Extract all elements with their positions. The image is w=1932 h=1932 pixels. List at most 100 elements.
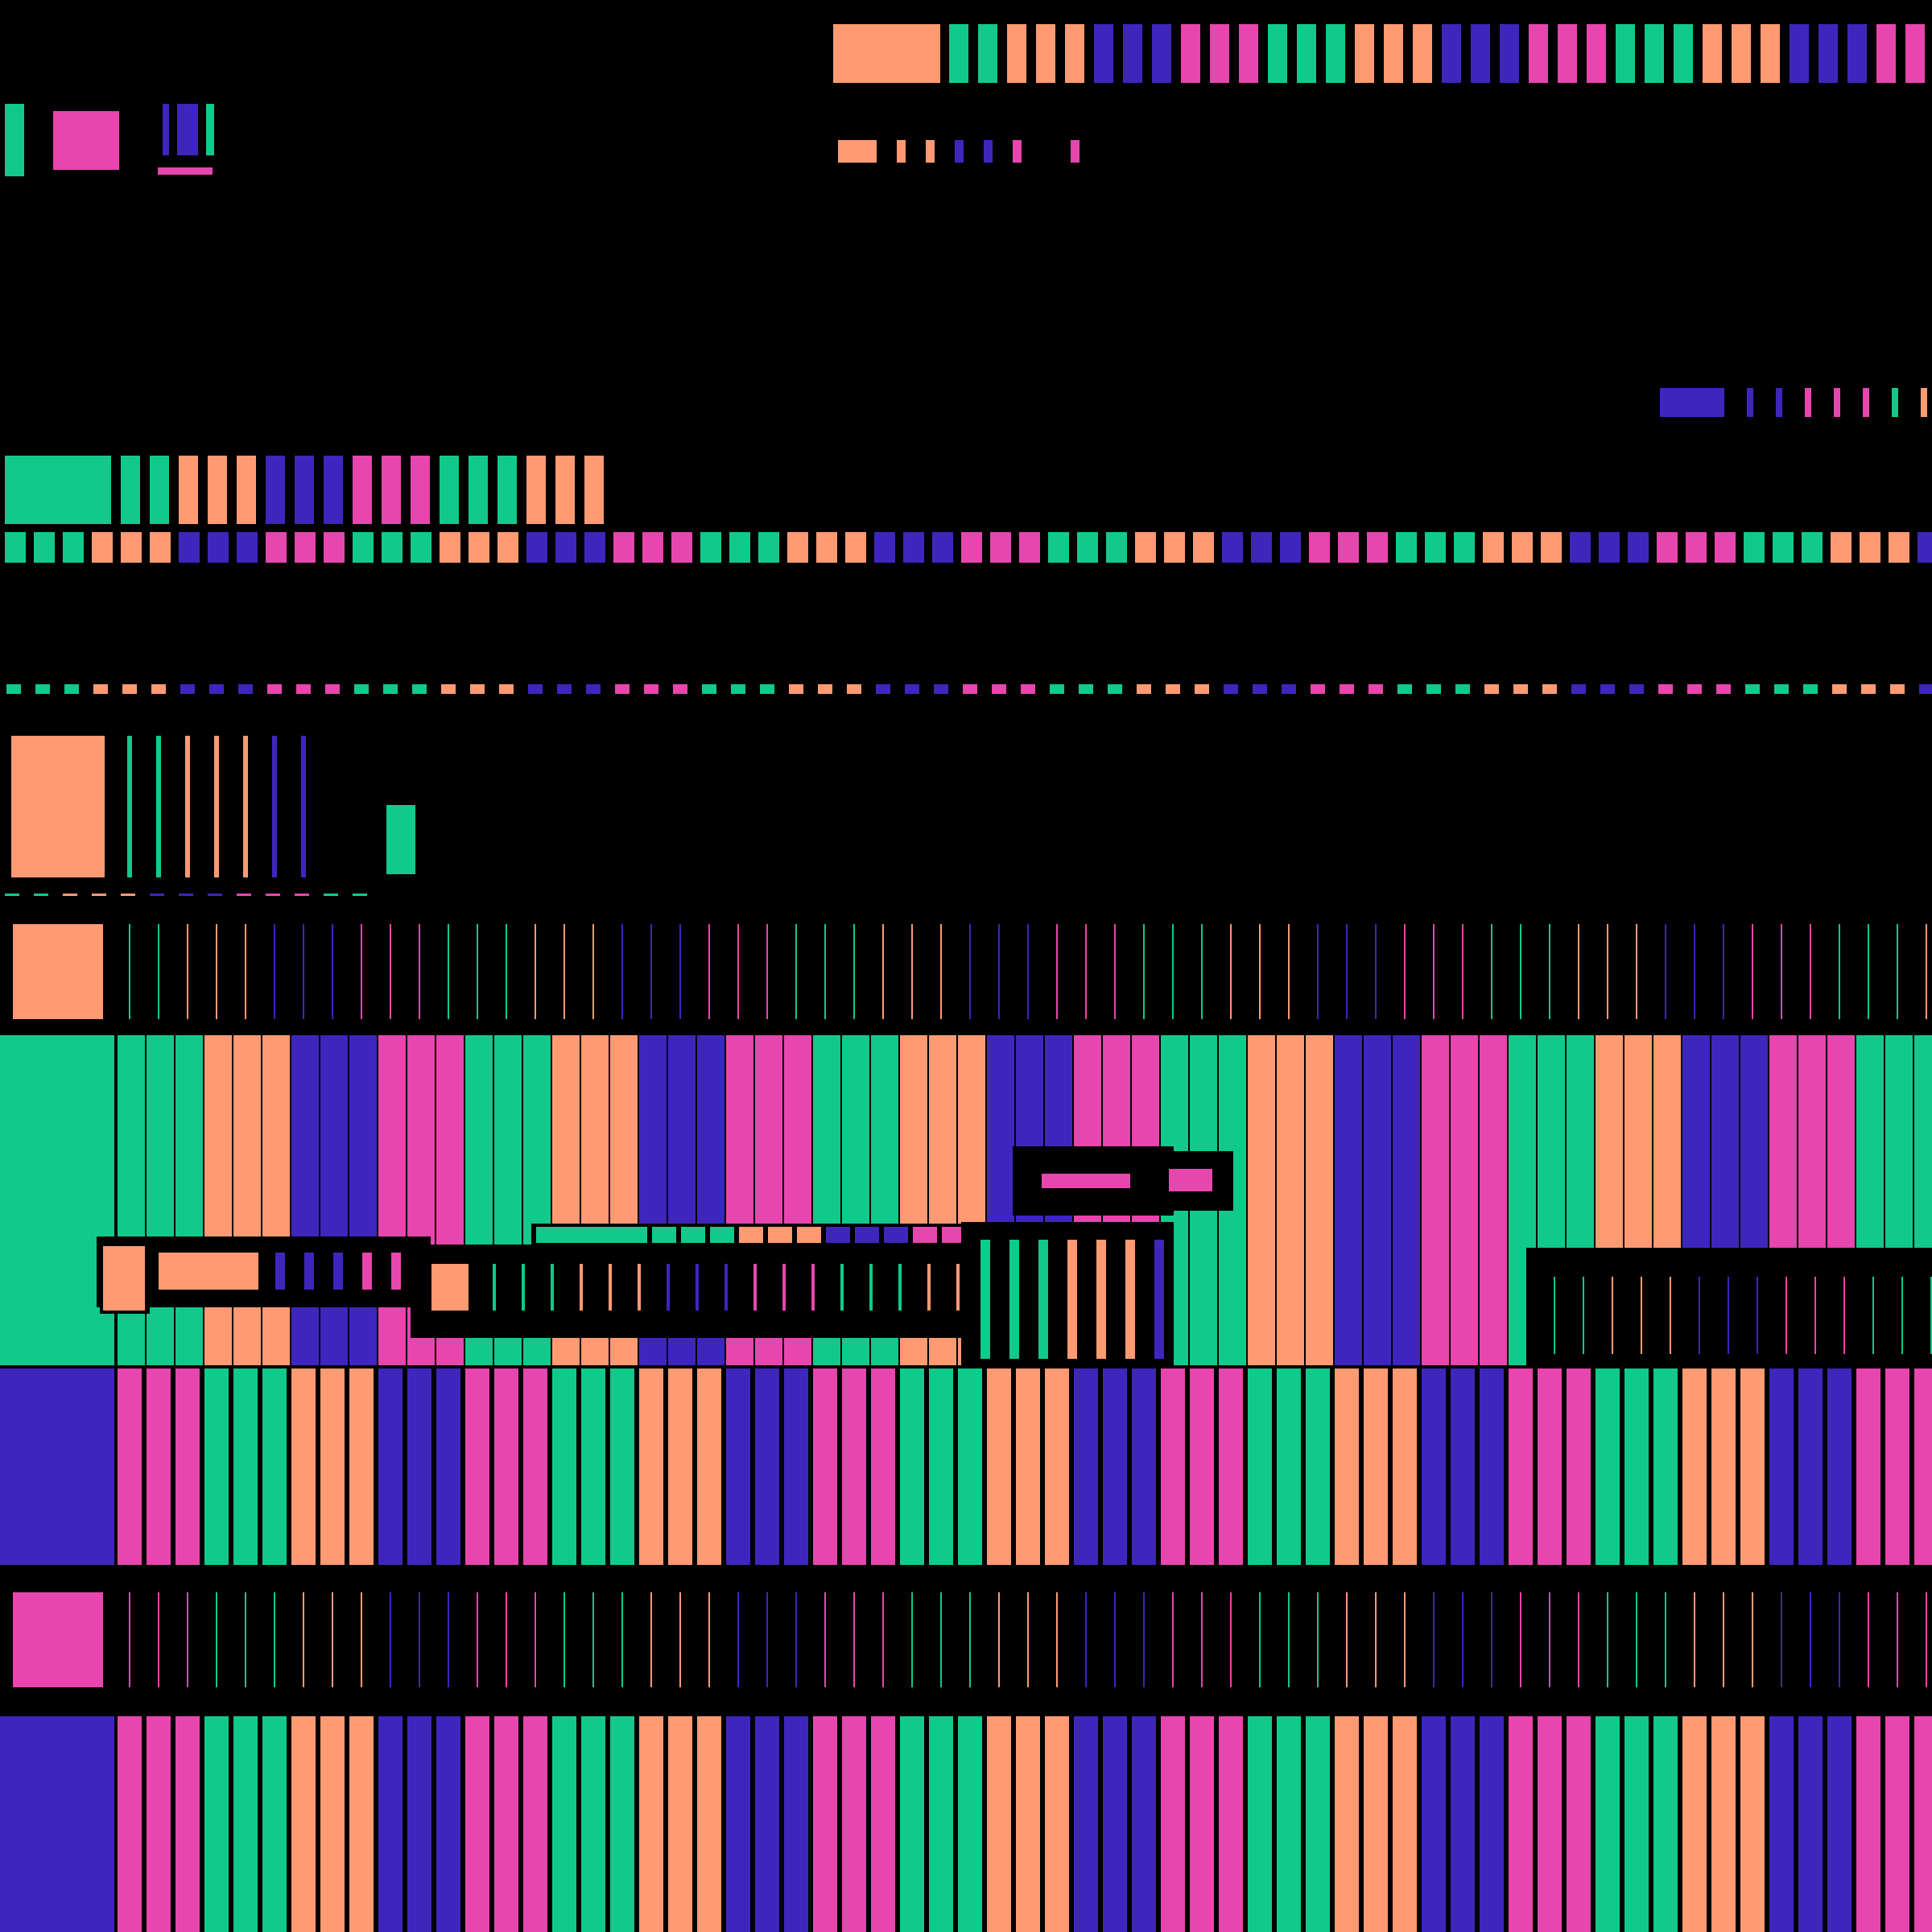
hairline-2-bar-bar — [824, 1592, 826, 1687]
dense-band-3-bar-bar — [1769, 1716, 1794, 1932]
dash-row-bar — [64, 684, 79, 694]
hairline-bar-bar — [158, 924, 159, 1019]
hairline-bar-bar — [1346, 924, 1348, 1019]
dash-row-bar — [1513, 684, 1528, 694]
overlay-left-bar — [391, 1253, 401, 1290]
dense-band-bar-bar — [1306, 1035, 1333, 1365]
hairline-bar-bar — [1114, 924, 1116, 1019]
dense-band-3-bar-bar — [1190, 1716, 1214, 1932]
block-row-bar — [1831, 532, 1852, 563]
dash-row-bar — [1716, 684, 1731, 694]
dash-row-bar — [93, 684, 108, 694]
hairline-2-bar-bar — [1665, 1592, 1666, 1687]
hairline-2-bar-bar — [477, 1592, 478, 1687]
dense-band-3-bar-bar — [726, 1716, 750, 1932]
dash-row-bar — [644, 684, 658, 694]
hairline-2-bar-bar — [1752, 1592, 1753, 1687]
top-strip-bar — [1905, 24, 1925, 83]
hairline-row-2-lead — [13, 1592, 103, 1687]
overlay-top-strip-bar-bar — [826, 1227, 850, 1243]
dash-row-bar — [470, 684, 485, 694]
dash-row-bar — [1397, 684, 1412, 694]
dense-band-2-bar-bar — [494, 1368, 518, 1565]
top-strip-bar — [1007, 24, 1026, 83]
block-row-bar — [642, 532, 663, 563]
top-strip-lead-block — [833, 24, 940, 83]
dash-row-bar — [1282, 684, 1296, 694]
top-strip-bar — [1876, 24, 1896, 83]
dense-band-3-bar-bar — [987, 1716, 1011, 1932]
dense-band-2-bar-bar — [1885, 1368, 1909, 1565]
block-row-bar — [1425, 532, 1446, 563]
dash-row-bar — [1803, 684, 1818, 694]
hairline-bar-bar — [621, 924, 623, 1019]
hairline-2-bar-bar — [187, 1592, 188, 1687]
left-mid-strip-bar — [324, 456, 343, 524]
dash-row-bar — [615, 684, 630, 694]
block-row-bar — [1106, 532, 1127, 563]
dash-row-bar — [934, 684, 948, 694]
dense-band-2-bar-bar — [1480, 1368, 1504, 1565]
hairline-2-bar-bar — [216, 1592, 217, 1687]
hairline-dash-bar — [237, 894, 251, 896]
dense-band-3-bar-bar — [1711, 1716, 1736, 1932]
overlay-right-bar-bar — [980, 1240, 990, 1359]
overlay-hairline-bar-bar — [522, 1264, 525, 1311]
hairline-2-bar-bar — [1491, 1592, 1492, 1687]
hairline-2-bar-bar — [419, 1592, 420, 1687]
top-strip-bar — [1355, 24, 1374, 83]
block-row-bar — [1338, 532, 1359, 563]
mini-dash-lead — [838, 140, 877, 163]
hairline-2-bar-bar — [621, 1592, 623, 1687]
dense-band-bar-bar — [1393, 1035, 1420, 1365]
block-row-bar — [961, 532, 982, 563]
hairline-dash-bar — [208, 894, 222, 896]
block-row-bar — [729, 532, 750, 563]
dash-row-bar — [586, 684, 601, 694]
hairline-dash-bar — [150, 894, 164, 896]
top-strip-bar — [1268, 24, 1287, 83]
dash-row-bar — [499, 684, 514, 694]
hairline-bar-bar — [1723, 924, 1724, 1019]
dense-band-3-bar-bar — [1682, 1716, 1707, 1932]
block-row-bar — [1193, 532, 1214, 563]
block-row-bar — [584, 532, 605, 563]
hairline-bar-bar — [853, 924, 855, 1019]
right-row-bar — [1892, 388, 1898, 417]
left-mid-strip-bar — [208, 456, 227, 524]
overlay-top-strip-bar-bar — [884, 1227, 908, 1243]
hairline-2-bar-bar — [650, 1592, 652, 1687]
hairline-dash-bar — [353, 894, 367, 896]
dense-band-3-bar-bar — [1016, 1716, 1040, 1932]
dense-band-3-bar-bar — [784, 1716, 808, 1932]
dash-row-bar — [412, 684, 427, 694]
dense-band-3-bar-bar — [1074, 1716, 1098, 1932]
dense-band-2-bar-bar — [1682, 1368, 1707, 1565]
dense-band-bar-bar — [1364, 1035, 1391, 1365]
top-strip-bar — [1384, 24, 1403, 83]
dense-band-2-bar-bar — [1596, 1368, 1620, 1565]
dense-band-2-bar-bar — [1190, 1368, 1214, 1565]
dense-band-bar-bar — [1451, 1035, 1478, 1365]
hairline-2-bar-bar — [940, 1592, 942, 1687]
overlay-left-bar — [333, 1253, 343, 1290]
hairline-dash-bar — [295, 894, 309, 896]
overlay-hairline-bar-bar — [898, 1264, 902, 1311]
dash-row-bar — [441, 684, 456, 694]
hairline-2-bar-bar — [1288, 1592, 1290, 1687]
overlay-far-right-hairline-bar — [1785, 1277, 1787, 1354]
block-row-bar — [1048, 532, 1069, 563]
dense-band-3-bar-bar — [1451, 1716, 1475, 1932]
block-row-bar — [5, 532, 26, 563]
top-left-indigo-bar — [163, 104, 169, 155]
block-row-bar — [440, 532, 460, 563]
hairline-dash-bar — [324, 894, 338, 896]
dense-band-2-bar-bar — [813, 1368, 837, 1565]
overlay-far-right-hairline-bar — [1670, 1277, 1671, 1354]
left-mid-strip-bar — [555, 456, 575, 524]
dense-band-2-bar-bar — [1653, 1368, 1678, 1565]
hairline-2-bar-bar — [1172, 1592, 1174, 1687]
block-row-bar — [1164, 532, 1185, 563]
left-mid-strip-bar — [411, 456, 430, 524]
